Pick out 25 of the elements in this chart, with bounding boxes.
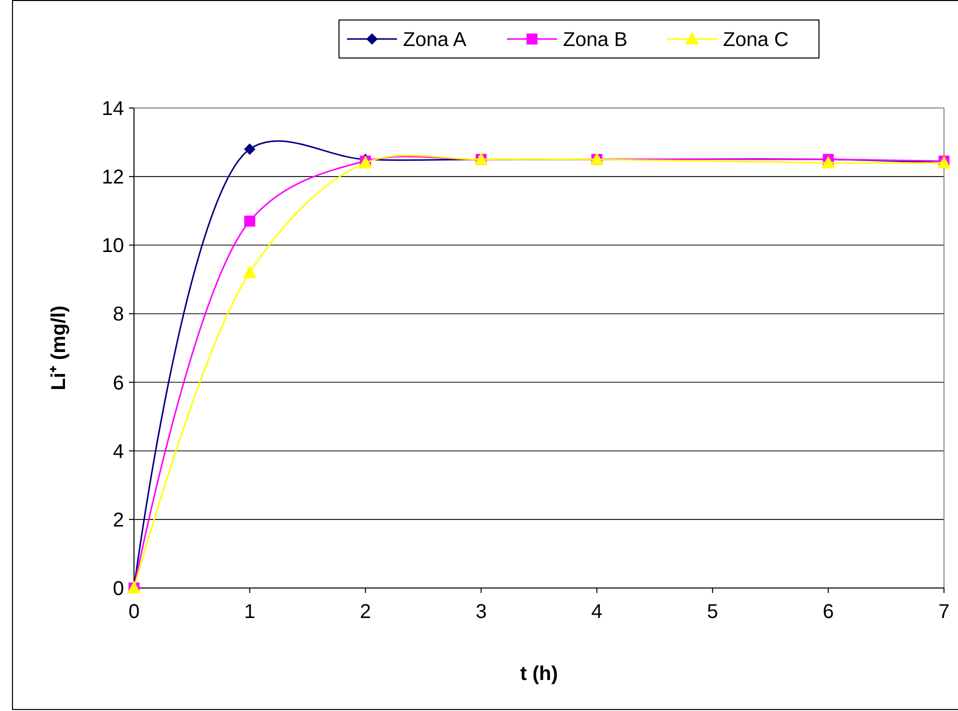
point (244, 144, 256, 155)
x-tick-label: 0 (128, 601, 140, 623)
x-axis-title: t (h) (520, 663, 558, 685)
x-tick-label: 3 (476, 601, 487, 623)
y-tick-label: 8 (112, 304, 124, 326)
legend-label: Zona B (563, 29, 628, 51)
y-tick-label: 4 (112, 440, 124, 463)
legend-label: Zona C (723, 29, 789, 51)
y-tick-label: 2 (112, 509, 124, 532)
y-tick-label: 14 (102, 98, 124, 120)
x-tick-label: 6 (822, 601, 834, 623)
x-tick-label: 4 (591, 601, 602, 623)
x-tick-label: 5 (707, 601, 718, 623)
point (243, 266, 256, 278)
y-tick-label: 6 (112, 372, 124, 394)
x-tick-label: 7 (938, 601, 950, 623)
point (822, 156, 835, 168)
y-tick-label: 12 (102, 166, 124, 189)
x-tick-label: 2 (360, 601, 371, 623)
y-tick-label: 0 (112, 578, 124, 600)
legend-label: Zona A (403, 29, 468, 51)
y-axis-title: Li⁺ (mg/l) (48, 306, 70, 390)
x-tick-label: 1 (244, 601, 256, 623)
point (244, 216, 256, 227)
y-tick-label: 10 (102, 235, 124, 258)
